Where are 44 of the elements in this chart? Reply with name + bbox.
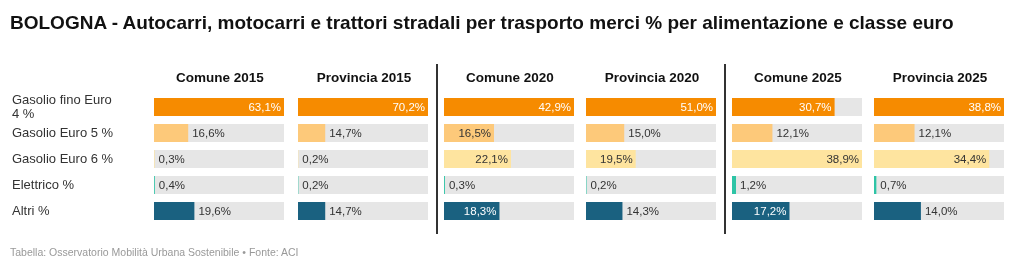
chart-title: Provincia 2020 [603,69,701,87]
data-label: 51,0% [680,101,713,113]
text: Tabella: Osservatorio Mobilità Urbana Sostenibile • Fonte: ACI [10,246,299,258]
y-tick-label: Altri % [12,203,50,218]
data-label: 15,0% [628,127,661,139]
data-label: 16,5% [458,127,491,139]
data-label: 0,4% [158,179,186,191]
data-label: 38,8% [968,101,1001,113]
data-label: 30,7% [798,101,832,113]
text: BOLOGNA - Autocarri, motocarri e trattori stradali per trasporto merci % per alimentazione e classe euro [9,11,955,34]
data-label: 14,0% [924,205,958,217]
data-label: 22,1% [475,153,508,165]
data-label: 14,7% [329,127,362,139]
data-label: 0,2% [590,179,617,191]
y-tick-label: Gasolio Euro 5 % [12,125,114,140]
data-label: 14,3% [626,205,660,217]
data-label: 12,1% [776,127,810,139]
data-label: 70,2% [392,101,425,113]
bar [732,176,737,194]
chart-title: Provincia 2015 [315,69,413,87]
data-label: 16,6% [192,127,225,139]
data-label: 0,3% [448,179,476,191]
data-label: 19,5% [600,153,633,165]
chart-title: Comune 2020 [465,69,555,87]
data-label: 0,7% [880,179,907,191]
y-tick-label: Gasolio fino Euro 4 % [12,92,112,121]
data-label: 34,4% [953,153,987,165]
chart-title: Provincia 2025 [891,69,989,87]
data-label: 12,1% [918,127,952,139]
data-label: 18,3% [463,205,497,217]
y-tick-label: Gasolio Euro 6 % [12,151,114,166]
data-label: 0,3% [158,153,185,165]
chart-title: Comune 2015 [175,69,265,87]
data-label: 42,9% [538,101,571,113]
data-label: 38,9% [826,153,859,165]
y-tick-label: Elettrico % [12,177,75,192]
chart-title: Comune 2025 [753,69,843,87]
data-label: 63,1% [248,101,281,113]
data-label: 19,6% [198,205,231,217]
data-label: 0,2% [302,179,329,191]
data-label: 17,2% [753,205,787,217]
data-label: 0,2% [302,153,329,165]
data-label: 1,2% [740,179,767,191]
data-label: 14,7% [329,205,362,217]
